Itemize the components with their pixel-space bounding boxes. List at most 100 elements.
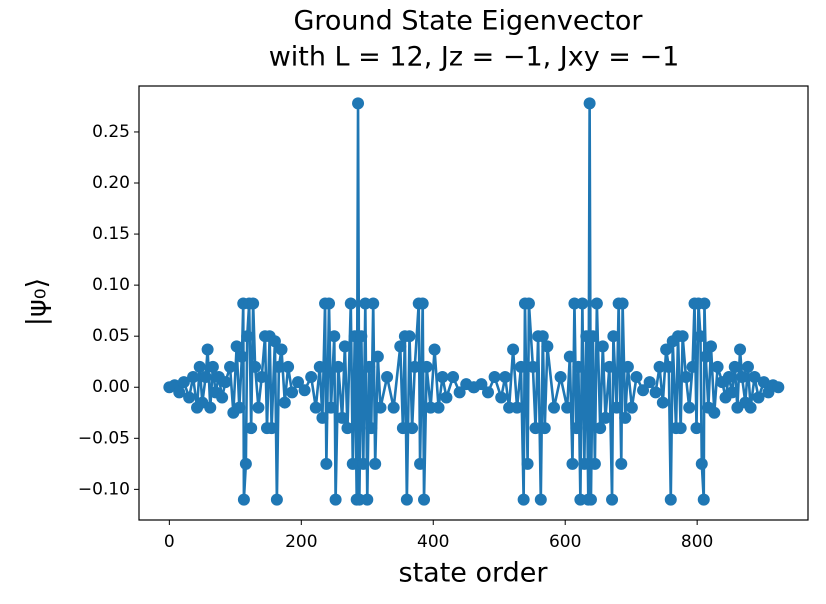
data-point	[686, 360, 699, 373]
data-point	[674, 422, 687, 435]
data-point	[526, 360, 539, 373]
data-point	[270, 493, 283, 506]
data-point	[292, 376, 305, 389]
data-point	[355, 330, 368, 343]
data-point	[515, 360, 528, 373]
data-point	[664, 493, 677, 506]
data-point	[563, 350, 576, 363]
data-point	[583, 97, 596, 110]
data-point	[615, 457, 628, 470]
data-point	[521, 457, 534, 470]
data-point	[332, 360, 345, 373]
data-point	[396, 422, 409, 435]
data-point	[606, 493, 619, 506]
data-point	[328, 330, 341, 343]
data-point	[374, 401, 387, 414]
data-point	[660, 343, 673, 356]
data-point	[369, 457, 382, 470]
data-point	[268, 335, 281, 348]
data-point	[488, 371, 501, 384]
data-point	[309, 401, 322, 414]
data-point	[594, 422, 607, 435]
data-point	[517, 493, 530, 506]
y-tick-label: 0.10	[92, 275, 130, 295]
data-point	[216, 391, 229, 404]
x-axis-label: state order	[399, 558, 549, 589]
data-point	[336, 411, 349, 424]
data-point	[772, 381, 785, 394]
data-point	[338, 340, 351, 353]
data-point	[578, 457, 591, 470]
data-point	[365, 422, 378, 435]
data-point	[341, 422, 354, 435]
data-point	[586, 330, 599, 343]
data-point	[237, 493, 250, 506]
data-point	[722, 371, 735, 384]
data-point	[346, 457, 359, 470]
data-point	[711, 360, 724, 373]
data-point	[726, 386, 739, 399]
data-point	[534, 493, 547, 506]
data-point	[418, 493, 431, 506]
y-tick-label: 0.20	[92, 173, 130, 193]
data-point	[621, 360, 634, 373]
data-point	[744, 401, 757, 414]
data-point	[416, 297, 429, 310]
data-point	[561, 401, 574, 414]
data-point	[499, 371, 512, 384]
data-point	[683, 401, 696, 414]
data-point	[554, 371, 567, 384]
data-point	[247, 297, 260, 310]
data-point	[436, 371, 449, 384]
data-point	[406, 422, 419, 435]
chart-subtitle: with L = 12, Jz = −1, Jxy = −1	[269, 42, 680, 73]
data-point	[371, 350, 384, 363]
data-point	[193, 360, 206, 373]
data-point	[230, 340, 243, 353]
data-point	[298, 384, 311, 397]
data-line	[168, 102, 779, 501]
data-point	[324, 401, 337, 414]
data-point	[428, 343, 441, 356]
data-point	[610, 401, 623, 414]
data-point	[272, 360, 285, 373]
data-point	[511, 401, 524, 414]
x-tick-label: 800	[681, 532, 713, 552]
data-point	[403, 330, 416, 343]
data-point	[757, 376, 770, 389]
data-point	[282, 360, 295, 373]
data-point	[566, 457, 579, 470]
data-point	[495, 391, 508, 404]
y-tick-label: 0.00	[92, 377, 130, 397]
data-point	[235, 350, 248, 363]
x-tick-label: 0	[164, 532, 175, 552]
data-point	[697, 493, 710, 506]
data-point	[679, 371, 692, 384]
data-point	[522, 297, 535, 310]
data-point	[482, 386, 495, 399]
data-point	[255, 371, 268, 384]
data-point	[313, 360, 326, 373]
data-point	[201, 343, 214, 356]
plot-frame	[138, 85, 809, 521]
data-point	[616, 297, 629, 310]
data-point	[699, 350, 712, 363]
data-point	[367, 297, 380, 310]
data-point	[249, 360, 262, 373]
data-point	[576, 297, 589, 310]
data-point	[387, 401, 400, 414]
data-point	[507, 343, 520, 356]
data-point	[637, 384, 650, 397]
data-point	[361, 493, 374, 506]
data-point	[662, 360, 675, 373]
data-point	[408, 360, 421, 373]
data-point	[239, 457, 252, 470]
data-point	[199, 371, 212, 384]
data-point	[572, 360, 585, 373]
data-point	[538, 422, 551, 435]
data-point	[603, 360, 616, 373]
y-tick-label: −0.10	[78, 479, 130, 499]
data-point	[588, 457, 601, 470]
data-point	[187, 371, 200, 384]
data-point	[352, 97, 365, 110]
